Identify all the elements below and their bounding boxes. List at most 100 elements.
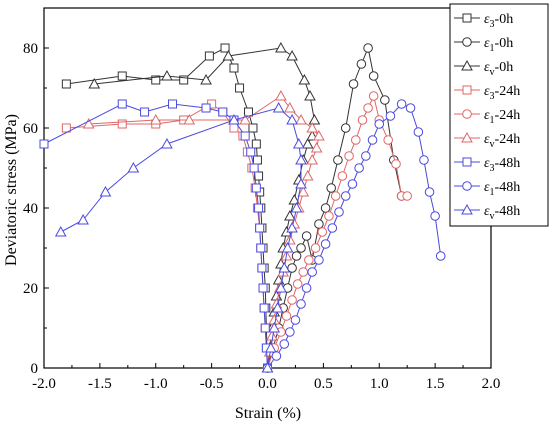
data-point [298,267,309,277]
data-point [298,73,311,85]
legend-marker [461,203,473,215]
data-point [301,169,314,181]
data-point [272,101,285,113]
data-point [278,261,291,273]
data-point [252,155,262,165]
data-point [435,251,446,261]
data-point [127,161,140,173]
legend-label: ε1-48h [484,180,520,198]
data-point [201,103,211,113]
data-point [363,103,373,113]
data-point [271,301,284,313]
data-point [310,243,321,253]
data-point [235,83,245,93]
data-point [288,193,301,205]
data-point [258,283,268,293]
data-point [88,77,101,89]
legend-item: ε1-0h [454,36,513,54]
data-point [275,281,287,293]
data-point [256,243,266,253]
data-point [348,79,359,89]
data-point [430,211,440,221]
data-point [292,279,303,289]
x-tick-label: -2.0 [32,376,56,392]
data-point [313,129,325,141]
axis-ticks: -2.0 -1.5 -1.0 -0.5 0.0 0.5 1.0 1.5 2.0 0 20 40 60 80 [23,7,501,392]
legend-label: ε3-48h [484,156,520,174]
data-point [246,147,256,157]
data-point [383,135,393,145]
data-point [292,137,305,149]
data-point [261,361,274,373]
data-point [337,171,348,181]
y-axis-title: Deviatoric stress (MPa) [3,114,20,266]
legend-label: εv-0h [484,60,513,78]
data-point [287,263,297,273]
data-point [255,223,265,233]
data-point [310,141,323,153]
data-point [259,303,269,313]
data-point [151,75,161,85]
legend-item: ε3-0h [454,12,513,30]
data-point [301,137,314,149]
series-8 [54,101,307,373]
series-7 [262,99,446,373]
data-point [334,207,344,217]
data-point [286,49,298,61]
y-tick-label: 60 [23,121,38,137]
data-point [290,201,303,213]
data-point [271,351,282,361]
data-point [77,213,89,225]
series-layer [39,41,446,373]
series-0 [61,43,272,373]
data-point [320,239,331,249]
data-point [239,113,251,125]
data-point [295,113,307,125]
data-point [301,231,312,241]
legend-marker [462,157,472,167]
data-point [320,203,331,213]
data-point [285,327,295,337]
y-tick-label: 40 [23,201,38,217]
series-line [43,103,268,369]
x-tick-label: 0.5 [314,376,333,392]
data-point [350,135,361,145]
legend-marker [462,85,472,95]
data-point [405,103,416,113]
data-point [308,113,321,125]
data-point [257,263,267,273]
data-point [327,223,338,233]
legend-item: ε1-48h [454,180,520,198]
data-point [248,123,258,133]
data-point [304,255,314,265]
legend-label: ε1-24h [484,108,520,126]
series-line [267,46,403,369]
data-point [295,153,307,165]
data-point [279,339,290,349]
legend-marker [461,59,473,71]
x-tick-label: 2.0 [482,376,501,392]
data-point [290,315,301,325]
data-point [330,191,341,201]
legend-marker [462,109,472,119]
data-point [324,211,334,221]
data-point [295,177,307,189]
legend: ε3-0h ε1-0h εv-0h ε3-24h ε1-24h εv-24h ε3-48h ε… [449,3,549,227]
legend-item: εv-24h [454,131,520,150]
data-point [347,179,358,189]
data-point [281,241,294,253]
data-point [168,99,178,109]
x-tick-label: -0.5 [200,376,224,392]
data-point [179,75,189,85]
data-point [304,89,316,101]
data-point [140,107,150,117]
data-point [229,123,239,133]
data-point [396,99,407,109]
legend-marker [462,181,472,191]
data-point [402,191,412,201]
data-point [99,185,112,197]
data-point [296,299,306,309]
data-point [326,183,336,193]
data-point [265,341,277,353]
